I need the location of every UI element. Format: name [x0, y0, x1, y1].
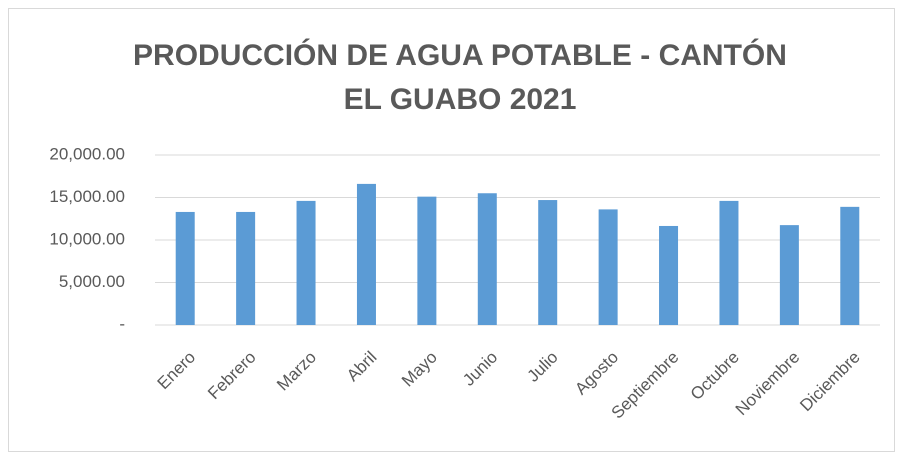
chart-title: PRODUCCIÓN DE AGUA POTABLE - CANTÓN EL G… [133, 39, 787, 116]
y-tick-label: 5,000.00 [59, 272, 125, 291]
bar [840, 206, 860, 325]
y-tick-label: 15,000.00 [49, 187, 125, 206]
bar [659, 225, 679, 325]
x-tick-label: Mayo [398, 348, 441, 391]
x-tick-label: Enero [154, 348, 200, 394]
bar [598, 209, 618, 325]
x-tick-label: Junio [459, 348, 501, 390]
bar [538, 200, 558, 325]
x-tick-label: Diciembre [796, 348, 864, 416]
y-tick-label: - [119, 314, 125, 333]
x-tick-label: Agosto [571, 348, 622, 399]
bar [417, 196, 437, 325]
x-tick-label: Febrero [204, 348, 260, 404]
y-tick-label: 20,000.00 [49, 144, 125, 163]
x-tick-label: Octubre [687, 348, 743, 404]
bar [296, 200, 316, 325]
bar [175, 211, 195, 325]
x-tick-label: Julio [524, 348, 562, 386]
x-tick-label: Abril [343, 348, 380, 385]
bar [779, 225, 799, 325]
chart-border [8, 8, 895, 452]
bar [719, 200, 739, 325]
y-tick-label: 10,000.00 [49, 229, 125, 248]
bar [477, 193, 497, 325]
x-tick-label: Noviembre [732, 348, 804, 420]
bar [236, 211, 256, 325]
x-tick-label: Marzo [273, 348, 320, 395]
bar [356, 183, 376, 325]
